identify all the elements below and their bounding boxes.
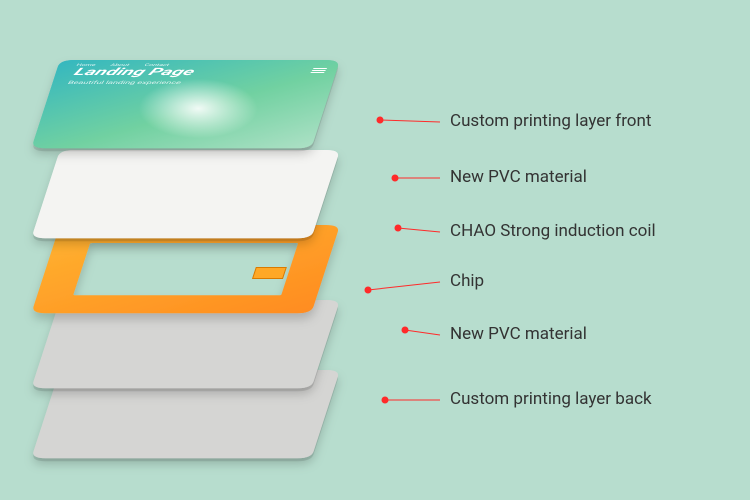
layer-pvc1-face xyxy=(33,150,338,238)
top-card-text: Landing Page Beautiful landing experience xyxy=(66,66,198,85)
pointer-dot-pvc1 xyxy=(392,175,399,182)
pointer-dot-pvc2 xyxy=(402,327,409,334)
label-coil: CHAO Strong induction coil xyxy=(450,221,656,241)
svg-text:Beautiful landing experience: Beautiful landing experience xyxy=(66,80,182,85)
pointer-line-front xyxy=(380,120,440,122)
pointer-dot-back xyxy=(382,397,389,404)
top-card-glow xyxy=(113,66,283,151)
layer-pvc2-face xyxy=(33,300,338,388)
svg-text:Landing Page: Landing Page xyxy=(71,66,198,78)
label-pvc1: New PVC material xyxy=(450,167,587,187)
pointer-dot-front xyxy=(377,117,384,124)
svg-text:About: About xyxy=(109,64,130,68)
pointer-dot-chip xyxy=(365,287,372,294)
label-front: Custom printing layer front xyxy=(450,111,651,131)
diagram-stage: Landing Page Beautiful landing experience… xyxy=(0,0,750,500)
label-chip: Chip xyxy=(450,271,484,291)
svg-text:Home: Home xyxy=(75,64,96,68)
pointer-line-chip xyxy=(368,282,440,290)
layer-chip xyxy=(253,268,287,279)
layers-svg: Landing Page Beautiful landing experience… xyxy=(0,0,750,500)
label-back: Custom printing layer back xyxy=(450,389,652,409)
pointer-line-coil xyxy=(398,228,440,232)
pointer-line-pvc2 xyxy=(405,330,440,335)
svg-text:Contact: Contact xyxy=(143,64,170,68)
label-pvc2: New PVC material xyxy=(450,324,587,344)
pointer-dot-coil xyxy=(395,225,402,232)
